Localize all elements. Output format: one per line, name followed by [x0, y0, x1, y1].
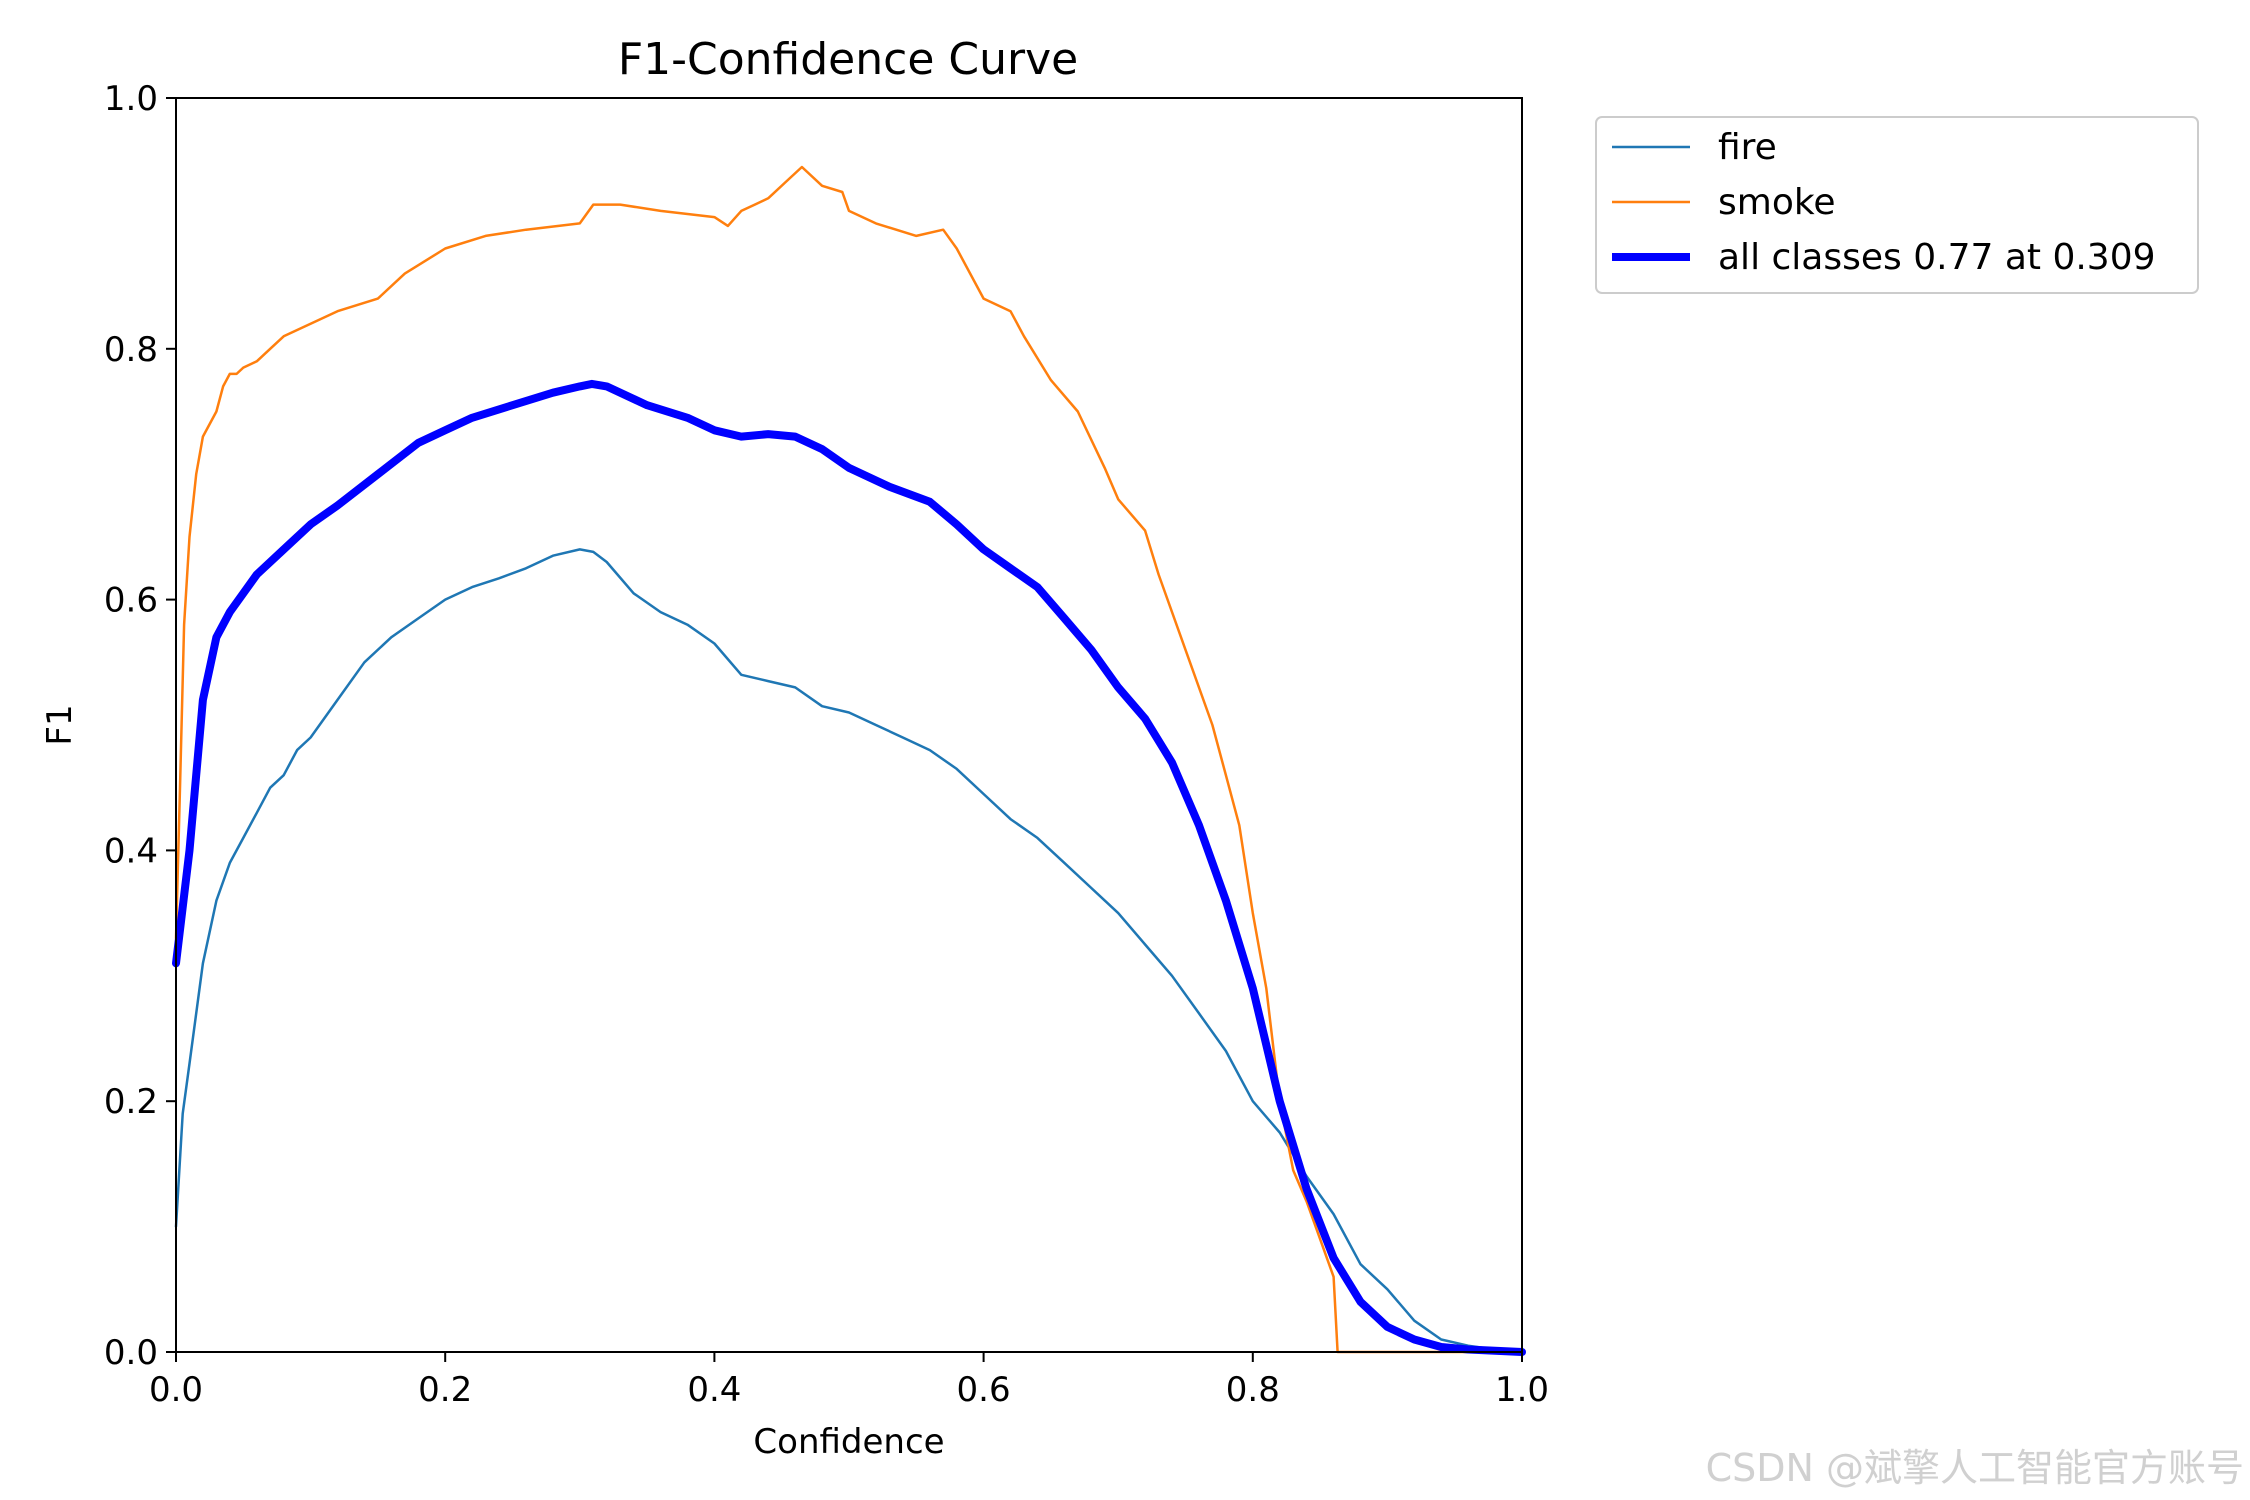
y-tick-label: 0.4 [104, 831, 158, 871]
x-tick-label: 0.4 [687, 1370, 741, 1410]
chart-title: F1-Confidence Curve [618, 34, 1078, 85]
x-tick-label: 0.6 [957, 1370, 1011, 1410]
y-tick-label: 0.0 [104, 1333, 158, 1373]
x-tick-label: 1.0 [1495, 1370, 1549, 1410]
series-line-fire [174, 548, 1524, 1354]
series-line-smoke [174, 165, 1524, 1354]
plot-area-frame [175, 97, 1523, 1353]
series-layer [172, 165, 1526, 1356]
y-tick-label: 0.8 [104, 330, 158, 370]
x-tick-label: 0.0 [149, 1370, 203, 1410]
x-axis-label: Confidence [753, 1422, 944, 1462]
legend-label: fire [1718, 127, 1777, 168]
legend-label: smoke [1718, 182, 1836, 223]
legend-label: all classes 0.77 at 0.309 [1718, 237, 2156, 278]
legend-box [1595, 116, 2199, 294]
y-tick-label: 0.2 [104, 1082, 158, 1122]
x-axis-ticks: 0.0 0.2 0.4 0.6 0.8 1.0 [149, 1352, 1549, 1410]
x-tick-label: 0.8 [1226, 1370, 1280, 1410]
legend: fire smoke all classes 0.77 at 0.309 [1595, 116, 2199, 294]
y-tick-label: 1.0 [104, 79, 158, 119]
y-tick-label: 0.6 [104, 581, 158, 621]
y-axis-ticks: 0.0 0.2 0.4 0.6 0.8 1.0 [104, 79, 176, 1373]
series-line-all [172, 379, 1526, 1356]
y-axis-label: F1 [40, 704, 80, 745]
legend-entries: fire smoke all classes 0.77 at 0.309 [1612, 127, 2156, 278]
x-tick-label: 0.2 [418, 1370, 472, 1410]
watermark: CSDN @斌擎人工智能官方账号 [1705, 1446, 2244, 1490]
